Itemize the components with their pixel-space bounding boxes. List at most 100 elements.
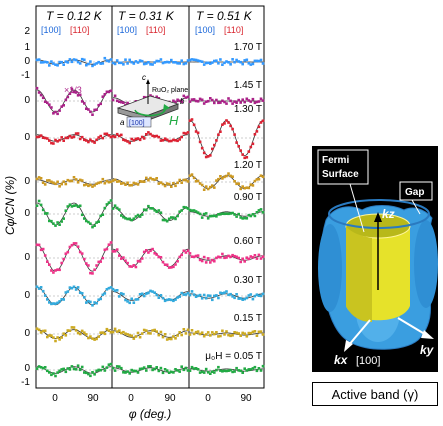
data-point bbox=[231, 211, 234, 215]
data-point bbox=[204, 212, 208, 215]
data-point bbox=[109, 180, 113, 184]
y-ticks: 2 1 0 -1 0 0 0 0 0 0 0 0 -1 bbox=[21, 26, 30, 388]
data-point bbox=[196, 330, 200, 333]
data-point bbox=[95, 369, 98, 373]
data-point bbox=[37, 199, 41, 203]
data-point bbox=[115, 99, 119, 103]
data-point bbox=[261, 211, 265, 214]
data-point bbox=[174, 100, 177, 104]
data-point bbox=[134, 298, 138, 301]
data-point bbox=[198, 293, 202, 297]
a-dir-box bbox=[126, 116, 152, 128]
data-point bbox=[170, 185, 173, 188]
data-point bbox=[233, 331, 236, 334]
data-point bbox=[257, 294, 261, 297]
data-point bbox=[180, 59, 183, 62]
data-point bbox=[204, 155, 208, 159]
data-point bbox=[259, 208, 263, 211]
data-point bbox=[99, 62, 102, 65]
data-point bbox=[159, 139, 163, 142]
data-point bbox=[176, 214, 179, 218]
data-point bbox=[192, 293, 196, 296]
data-point bbox=[172, 299, 175, 303]
data-point bbox=[103, 132, 107, 136]
data-point bbox=[165, 369, 169, 372]
data-point bbox=[241, 298, 244, 301]
data-point bbox=[186, 180, 190, 183]
data-point bbox=[159, 181, 163, 184]
data-point bbox=[196, 59, 200, 62]
data-point bbox=[227, 121, 230, 124]
data-point bbox=[172, 99, 175, 103]
fit-curve-r5-p1 bbox=[36, 202, 112, 226]
data-point bbox=[80, 100, 84, 103]
data-point bbox=[178, 178, 181, 182]
data-point bbox=[93, 63, 96, 66]
data-point bbox=[103, 332, 107, 336]
data-point bbox=[184, 251, 188, 254]
data-point bbox=[194, 99, 198, 103]
data-point bbox=[198, 140, 202, 144]
data-point bbox=[184, 132, 188, 135]
data-point bbox=[66, 178, 70, 182]
data-point bbox=[142, 250, 146, 254]
data-point bbox=[99, 102, 102, 106]
data-point bbox=[180, 100, 183, 103]
data-point bbox=[209, 62, 212, 65]
data-point bbox=[255, 293, 259, 296]
data-point bbox=[180, 365, 183, 368]
data-point bbox=[237, 60, 240, 63]
data-point bbox=[76, 94, 80, 97]
data-point bbox=[105, 366, 109, 369]
data-point bbox=[170, 266, 173, 269]
data-point bbox=[229, 124, 232, 128]
data-point bbox=[215, 215, 218, 218]
data-point bbox=[155, 293, 158, 297]
data-point bbox=[142, 180, 146, 183]
data-point bbox=[165, 138, 169, 142]
gap-callout-line bbox=[411, 199, 421, 215]
data-point bbox=[147, 131, 150, 134]
data-point bbox=[122, 256, 125, 259]
data-point bbox=[37, 328, 41, 332]
data-point bbox=[95, 182, 98, 185]
data-point bbox=[211, 61, 214, 64]
data-point bbox=[206, 257, 210, 260]
data-point bbox=[213, 294, 216, 298]
data-point bbox=[70, 205, 74, 208]
dir-100-1: [100] bbox=[41, 25, 61, 35]
data-point bbox=[126, 101, 129, 105]
data-point bbox=[126, 370, 129, 373]
data-point bbox=[66, 367, 70, 370]
data-point bbox=[257, 253, 261, 257]
panel-temp-3: T = 0.51 K bbox=[196, 9, 253, 23]
data-point bbox=[182, 62, 186, 66]
data-point bbox=[251, 256, 255, 259]
data-point bbox=[229, 334, 232, 338]
data-point bbox=[176, 181, 179, 185]
data-point bbox=[103, 93, 107, 96]
data-point bbox=[54, 63, 57, 66]
data-point bbox=[128, 184, 131, 187]
data-point bbox=[257, 367, 261, 370]
data-point bbox=[103, 206, 107, 210]
data-point bbox=[91, 225, 94, 229]
data-point bbox=[56, 301, 59, 305]
data-point bbox=[153, 61, 156, 64]
data-point bbox=[178, 331, 181, 334]
data-point bbox=[223, 100, 226, 104]
data-point bbox=[74, 178, 78, 181]
data-point bbox=[211, 184, 214, 187]
data-point bbox=[243, 156, 246, 160]
ytick-0-top: 0 bbox=[24, 56, 30, 67]
data-point bbox=[161, 296, 165, 300]
data-point bbox=[134, 60, 138, 63]
data-point bbox=[68, 179, 72, 183]
data-point bbox=[95, 62, 98, 65]
data-point bbox=[62, 104, 65, 107]
data-point bbox=[91, 272, 94, 275]
data-point bbox=[149, 289, 152, 293]
data-point bbox=[136, 259, 140, 263]
data-point bbox=[101, 95, 105, 98]
data-point bbox=[200, 370, 204, 374]
